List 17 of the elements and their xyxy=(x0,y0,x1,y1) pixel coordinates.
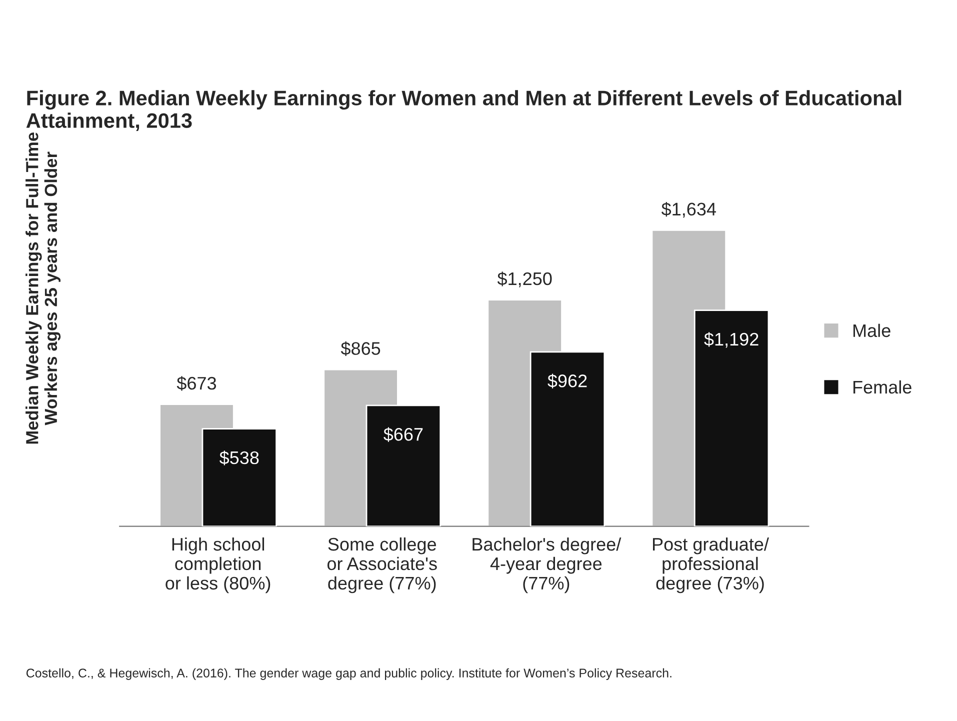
data-label: $865 xyxy=(340,341,380,356)
data-label: $1,250 xyxy=(497,272,552,288)
data-label: $1,634 xyxy=(661,202,716,218)
x-tick-label: Bachelor's degree/ 4-year degree (77%) xyxy=(472,537,622,594)
data-label: $962 xyxy=(548,374,587,388)
legend-label: Female xyxy=(853,380,912,394)
chart-title: Figure 2. Median Weekly Earnings for Women and Men at Different Levels of Educational Attainment, 2013 xyxy=(26,90,902,131)
legend-label: Male xyxy=(853,324,890,338)
x-tick-label: Post graduate/ professional degree (73%) xyxy=(652,537,769,594)
data-label: $673 xyxy=(176,376,216,391)
data-label: $1,192 xyxy=(704,332,758,348)
data-label: $667 xyxy=(384,427,423,442)
x-tick-label: High school completion or less (80%) xyxy=(166,537,270,594)
text: Costello, C., & Hegewisch, A. (2016). The gender wage gap and public policy. Institute for Women’s Policy Research. xyxy=(26,668,672,680)
y-axis-title: Median Weekly Earnings for Full-Time Workers ages 25 years and Older xyxy=(26,132,61,444)
x-tick-label: Some college or Associate's degree (77%) xyxy=(327,537,437,594)
data-label: $538 xyxy=(220,450,259,466)
